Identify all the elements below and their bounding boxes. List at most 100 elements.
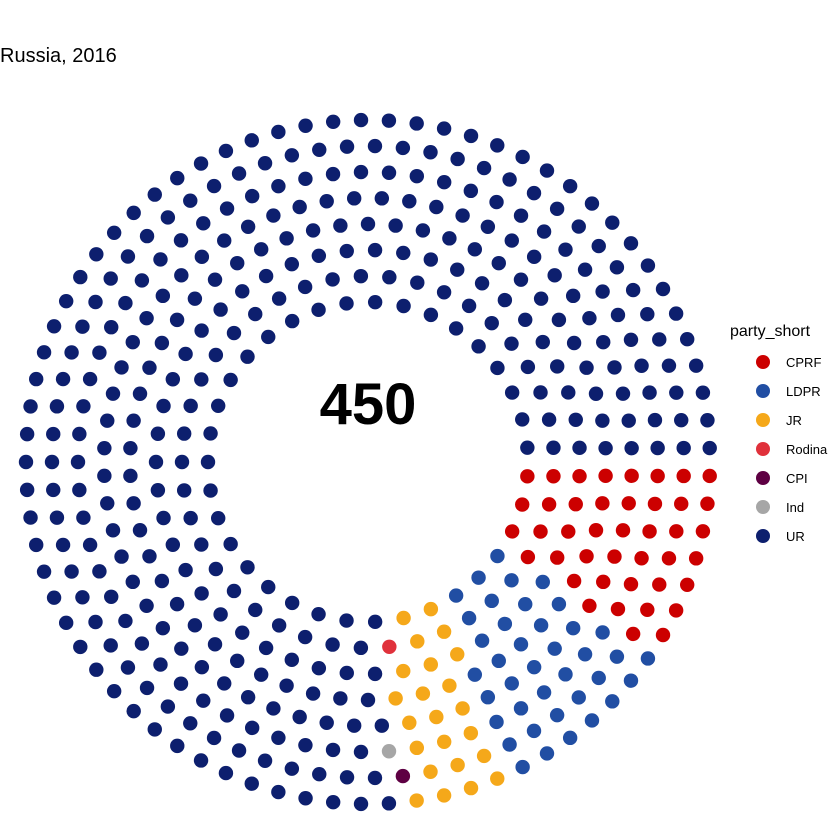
seat-ur bbox=[261, 579, 276, 595]
seat-ur bbox=[339, 665, 354, 681]
seat-ur bbox=[312, 767, 327, 782]
seat-ur bbox=[92, 345, 107, 360]
legend-key-ur bbox=[756, 529, 770, 543]
seat-jr bbox=[423, 657, 439, 672]
seat-ur bbox=[58, 615, 74, 631]
seat-ur bbox=[526, 249, 542, 265]
seat-ur bbox=[367, 666, 383, 682]
seat-ur bbox=[120, 660, 136, 675]
seat-ldpr bbox=[504, 573, 519, 588]
seat-jr bbox=[409, 740, 425, 756]
seat-ur bbox=[339, 613, 354, 628]
seat-ur bbox=[518, 312, 533, 327]
seat-ur bbox=[271, 124, 286, 140]
seat-ur bbox=[147, 722, 162, 737]
seat-ur bbox=[160, 699, 176, 714]
seat-ur bbox=[194, 537, 209, 552]
seat-ur bbox=[623, 332, 639, 347]
seat-ur bbox=[18, 454, 34, 470]
seat-ldpr bbox=[484, 593, 499, 609]
seat-ur bbox=[29, 537, 44, 553]
seat-ur bbox=[572, 440, 587, 456]
seat-ur bbox=[382, 270, 397, 285]
seat-cprf bbox=[668, 603, 684, 618]
seat-ur bbox=[72, 426, 87, 442]
seat-ind bbox=[381, 744, 397, 759]
seat-ur bbox=[213, 607, 228, 622]
seat-cprf bbox=[588, 523, 604, 538]
seat-ur bbox=[652, 332, 667, 347]
seat-jr bbox=[423, 764, 438, 779]
seat-ur bbox=[463, 128, 479, 144]
seat-ldpr bbox=[497, 616, 513, 632]
seat-ur bbox=[311, 302, 326, 318]
seat-ur bbox=[106, 225, 122, 241]
seat-ur bbox=[226, 325, 242, 341]
seat-ur bbox=[118, 613, 133, 629]
seat-ur bbox=[258, 268, 274, 284]
seat-ur bbox=[305, 686, 321, 701]
seat-ur bbox=[165, 537, 181, 552]
seat-ldpr bbox=[565, 620, 581, 636]
seat-cprf bbox=[520, 469, 535, 484]
seat-ur bbox=[396, 298, 411, 314]
seat-ur bbox=[142, 549, 157, 564]
seat-ur bbox=[312, 142, 327, 157]
seat-ur bbox=[253, 667, 269, 682]
seat-ldpr bbox=[474, 633, 490, 648]
seat-ldpr bbox=[609, 649, 625, 664]
seat-ur bbox=[598, 440, 613, 456]
seat-ur bbox=[55, 537, 71, 553]
seat-ur bbox=[223, 536, 238, 552]
seat-ur bbox=[142, 360, 157, 375]
seat-ur bbox=[550, 359, 565, 374]
seat-ldpr bbox=[480, 690, 496, 705]
seat-ur bbox=[595, 284, 610, 299]
seat-ur bbox=[360, 216, 376, 232]
seat-jr bbox=[442, 678, 457, 693]
seat-ur bbox=[207, 272, 223, 287]
seat-ur bbox=[490, 360, 505, 376]
seat-ur bbox=[64, 564, 79, 579]
seat-jr bbox=[436, 788, 452, 803]
seat-ur bbox=[546, 440, 561, 455]
seat-ur bbox=[661, 358, 677, 373]
seat-ur bbox=[360, 692, 376, 708]
seat-cprf bbox=[676, 468, 691, 484]
seat-ur bbox=[169, 596, 185, 612]
seat-ur bbox=[266, 701, 281, 716]
seat-ur bbox=[577, 262, 593, 277]
seat-ur bbox=[58, 293, 74, 309]
seat-ldpr bbox=[526, 659, 542, 675]
seat-ur bbox=[476, 160, 492, 176]
seat-ur bbox=[346, 191, 362, 206]
seat-ur bbox=[271, 618, 287, 633]
seat-ur bbox=[154, 335, 170, 351]
seat-ur bbox=[126, 205, 141, 221]
seat-ur bbox=[176, 426, 192, 441]
seat-ur bbox=[223, 372, 238, 388]
seat-ur bbox=[298, 171, 313, 187]
legend-label-ur: UR bbox=[786, 529, 805, 544]
seat-ur bbox=[566, 335, 582, 351]
seat-ur bbox=[103, 638, 118, 653]
seat-ur bbox=[219, 708, 235, 723]
seat-ur bbox=[284, 313, 300, 329]
seat-ur bbox=[284, 652, 300, 668]
seat-cprf bbox=[640, 602, 655, 617]
seat-cprf bbox=[607, 549, 622, 564]
seat-ur bbox=[206, 730, 222, 746]
seat-ur bbox=[153, 252, 168, 267]
seat-cprf bbox=[572, 468, 587, 484]
seat-jr bbox=[450, 647, 465, 662]
seat-jr bbox=[388, 691, 403, 706]
seat-ur bbox=[217, 676, 232, 691]
seat-ur bbox=[183, 716, 198, 731]
seat-ur bbox=[253, 242, 269, 257]
seat-ur bbox=[305, 223, 321, 238]
seat-ur bbox=[410, 275, 425, 290]
seat-ldpr bbox=[515, 759, 530, 775]
seat-ur bbox=[139, 228, 155, 244]
seat-ur bbox=[82, 537, 98, 553]
seat-ur bbox=[183, 398, 198, 414]
